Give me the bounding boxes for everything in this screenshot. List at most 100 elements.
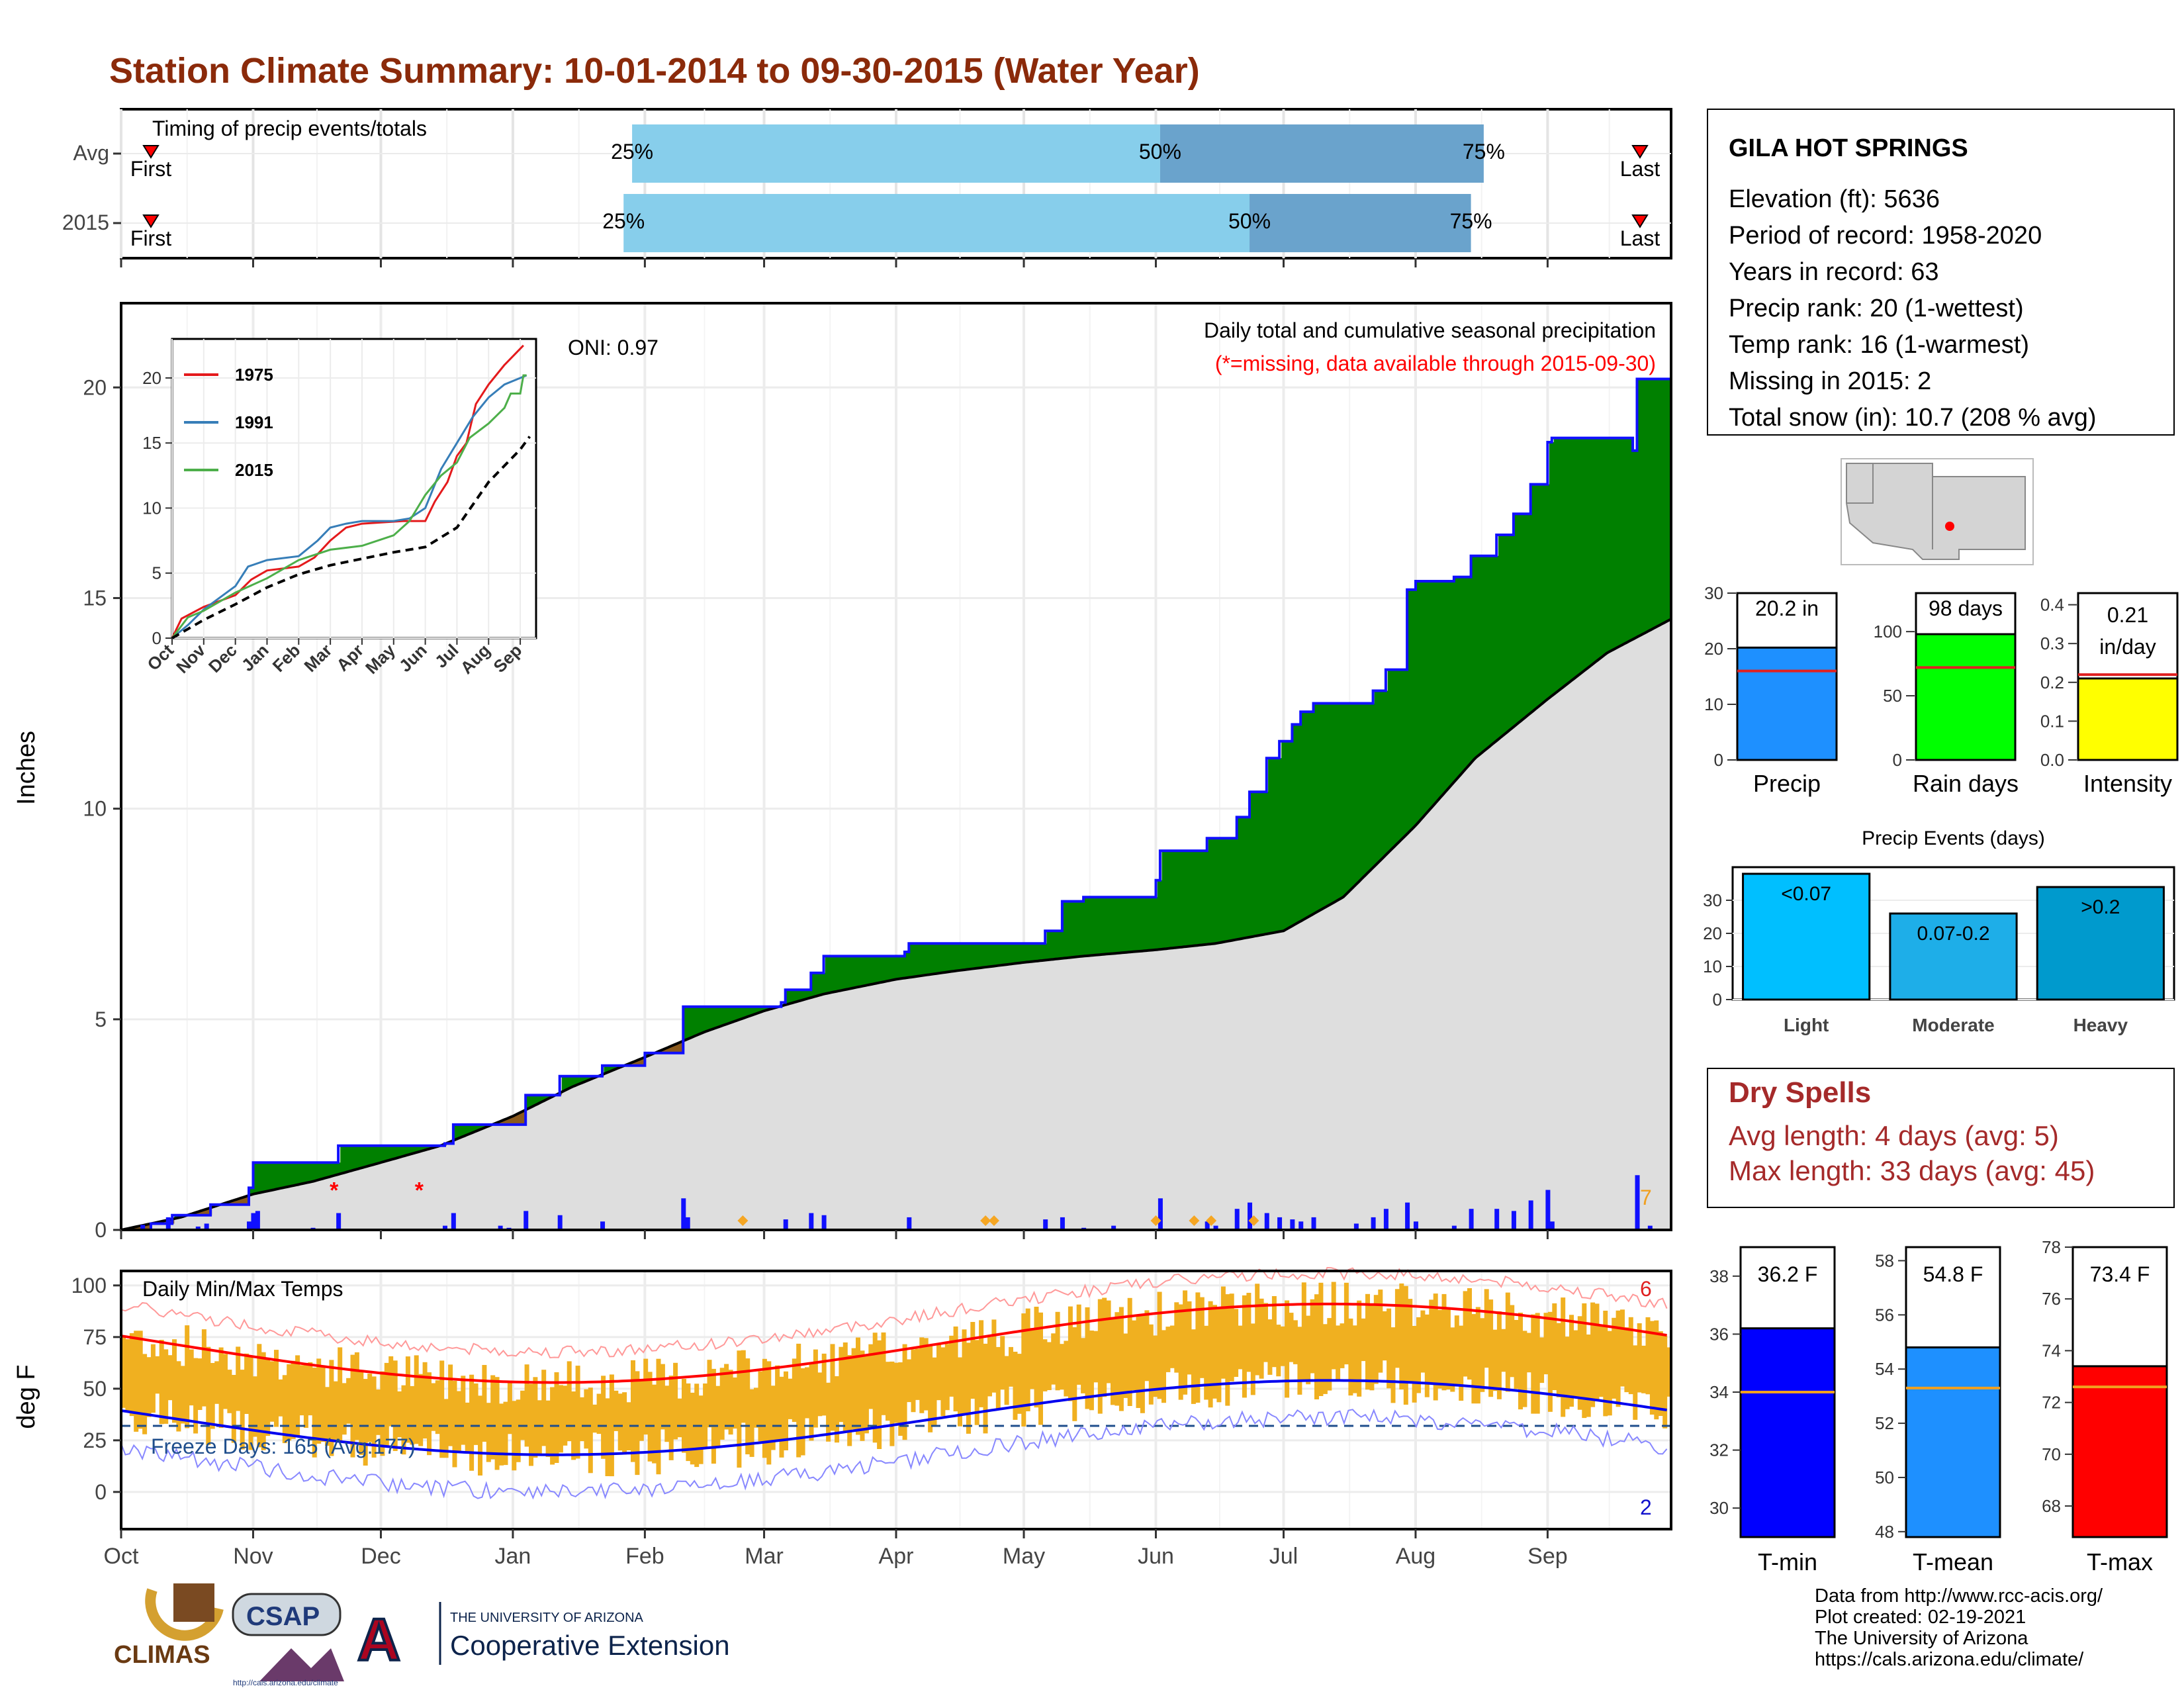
daily-temp-bar <box>889 1361 895 1446</box>
daily-precip-bar <box>1647 1225 1653 1230</box>
daily-temp-bar <box>813 1349 818 1428</box>
footer-credits: Data from http://www.rcc-acis.org/ Plot … <box>1815 1585 2103 1670</box>
daily-temp-bar <box>1633 1345 1638 1420</box>
daily-temp-bar <box>1654 1320 1659 1420</box>
daily-temp-bar <box>1437 1309 1443 1389</box>
daily-temp-bar <box>1038 1312 1043 1425</box>
dry-spells-max: Max length: 33 days (avg: 45) <box>1729 1155 2095 1186</box>
temp-label: Daily Min/Max Temps <box>142 1277 343 1301</box>
timing-last-label: Last <box>1620 157 1661 181</box>
daily-temp-bar <box>512 1401 517 1471</box>
daily-temp-bar <box>958 1357 962 1427</box>
inset-y-tick-label: 10 <box>142 498 161 518</box>
events-x-label: Light <box>1784 1015 1829 1035</box>
daily-temp-bar <box>1187 1301 1192 1375</box>
daily-temp-bar <box>312 1368 317 1458</box>
daily-temp-bar <box>1025 1308 1030 1411</box>
daily-temp-bar <box>1480 1318 1485 1392</box>
daily-temp-bar <box>970 1322 976 1399</box>
inset-series-line <box>171 374 527 639</box>
daily-temp-bar <box>932 1357 937 1427</box>
daily-temp-bar <box>979 1320 984 1407</box>
daily-temp-bar <box>1157 1291 1162 1399</box>
daily-temp-bar <box>261 1352 266 1450</box>
daily-temp-bar <box>754 1387 758 1428</box>
csap-logo-mountains <box>259 1648 344 1681</box>
locator-map <box>1841 458 2034 565</box>
daily-temp-bar <box>893 1362 899 1423</box>
ua-logo-line1: THE UNIVERSITY OF ARIZONA <box>450 1611 644 1625</box>
events-bar <box>1742 872 1871 1001</box>
daily-precip-bar <box>1545 1190 1551 1230</box>
daily-precip-bar <box>1264 1213 1269 1230</box>
temp-summary-y-tick-label: 78 <box>2042 1237 2061 1257</box>
precip-y-tick-label: 0 <box>95 1218 107 1242</box>
daily-temp-bar <box>1246 1293 1251 1372</box>
daily-temp-bar <box>558 1385 563 1453</box>
daily-temp-bar <box>176 1361 181 1432</box>
missing-data-marker: * <box>330 1178 339 1203</box>
daily-temp-bar <box>800 1368 805 1456</box>
daily-temp-bar <box>631 1360 635 1462</box>
avg-max-temp-line <box>120 1302 1667 1384</box>
daily-temp-bar <box>392 1360 398 1451</box>
daily-temp-bar <box>1225 1294 1230 1406</box>
daily-precip-bar <box>165 1217 171 1230</box>
freeze-label: Freeze Days: 165 (Avg:177) <box>151 1434 416 1458</box>
summary-bar-y-tick-label: 10 <box>1704 694 1723 714</box>
daily-temp-bar <box>507 1380 512 1434</box>
daily-temp-bar <box>541 1370 547 1446</box>
daily-temp-bar <box>635 1371 640 1476</box>
summary-bar-y-tick-label: 0 <box>1714 750 1723 770</box>
daily-temp-bar <box>1531 1314 1536 1414</box>
snow-event-marker <box>737 1215 749 1226</box>
ua-logo: A THE UNIVERSITY OF ARIZONA Cooperative … <box>356 1602 730 1675</box>
station-info-line: Precip rank: 20 (1-wettest) <box>1729 295 2024 322</box>
daily-temp-bar <box>1132 1320 1137 1390</box>
daily-temp-bar <box>1343 1282 1349 1365</box>
daily-temp-bar <box>503 1401 508 1466</box>
daily-temp-bar <box>1522 1331 1527 1407</box>
daily-temp-bar <box>1484 1289 1489 1368</box>
temp-ylabel: deg F <box>13 1364 40 1429</box>
timing-p50-label: 50% <box>1139 140 1181 164</box>
daily-precip-bar <box>204 1223 209 1230</box>
timing-last-marker <box>1631 214 1649 228</box>
daily-temp-bar <box>711 1368 716 1464</box>
record-low-line <box>120 1408 1668 1500</box>
temp-summary-y-tick-label: 48 <box>1875 1522 1894 1542</box>
daily-temp-bar <box>1412 1326 1417 1403</box>
daily-temp-bar <box>1085 1307 1090 1409</box>
daily-temp-bar <box>1378 1289 1383 1373</box>
daily-temp-bar <box>911 1349 916 1413</box>
csap-logo-text: CSAP <box>246 1602 320 1631</box>
daily-precip-bar <box>1511 1211 1516 1230</box>
missing-note: (*=missing, data available through 2015-… <box>1215 352 1656 375</box>
daily-precip-bar <box>557 1215 563 1230</box>
daily-precip-bar <box>1549 1221 1555 1230</box>
temp-x-tick-label: Apr <box>879 1544 914 1569</box>
precip-legend-title: Daily total and cumulative seasonal prec… <box>1204 318 1656 342</box>
daily-temp-bar <box>367 1374 373 1442</box>
daily-temp-bar <box>1526 1333 1531 1373</box>
daily-temp-bar <box>656 1358 661 1475</box>
daily-temp-bar <box>698 1395 704 1464</box>
daily-temp-bar <box>150 1344 156 1413</box>
station-info-box: GILA HOT SPRINGS Elevation (ft): 5636 Per… <box>1707 109 2175 436</box>
timing-p25-label: 25% <box>611 140 653 164</box>
daily-precip-bar <box>821 1215 827 1230</box>
daily-temp-bar <box>269 1361 275 1422</box>
dry-spells-title: Dry Spells <box>1729 1076 1871 1109</box>
daily-temp-bar <box>341 1383 347 1435</box>
events-y-tick-label: 10 <box>1703 957 1722 976</box>
inset-y-tick-label: 20 <box>142 368 161 388</box>
daily-temp-bar <box>1285 1300 1290 1398</box>
daily-temp-bar <box>125 1339 130 1411</box>
temp-summary-fill <box>1905 1346 2001 1538</box>
precip-panel: * * 0 5 10 15 20 Inches ONI: 0.97 Daily total… <box>13 302 1672 1242</box>
daily-temp-bar <box>915 1348 920 1400</box>
daily-temp-bar <box>295 1355 300 1436</box>
temp-x-tick-label: Jun <box>1138 1544 1174 1569</box>
daily-temp-bar <box>1387 1308 1392 1389</box>
daily-temp-bar <box>881 1332 886 1415</box>
